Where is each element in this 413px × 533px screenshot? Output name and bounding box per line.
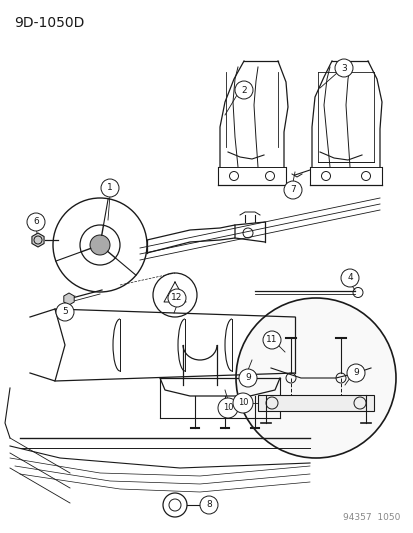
Text: 6: 6	[33, 217, 39, 227]
Text: 12: 12	[171, 294, 182, 303]
Text: 2: 2	[241, 85, 246, 94]
Text: 1: 1	[107, 183, 113, 192]
Circle shape	[235, 81, 252, 99]
Text: 4: 4	[347, 273, 352, 282]
Text: 3: 3	[340, 63, 346, 72]
Text: 7: 7	[290, 185, 295, 195]
Circle shape	[334, 59, 352, 77]
Text: 10: 10	[222, 403, 233, 413]
Text: 9: 9	[352, 368, 358, 377]
Text: 9: 9	[244, 374, 250, 383]
Circle shape	[218, 398, 237, 418]
Circle shape	[101, 179, 119, 197]
Circle shape	[56, 303, 74, 321]
Circle shape	[262, 331, 280, 349]
Text: 11: 11	[266, 335, 277, 344]
Circle shape	[199, 496, 218, 514]
Circle shape	[235, 298, 395, 458]
Circle shape	[340, 269, 358, 287]
Text: 8: 8	[206, 500, 211, 510]
Circle shape	[27, 213, 45, 231]
Circle shape	[233, 393, 252, 413]
Circle shape	[90, 235, 110, 255]
Circle shape	[238, 369, 256, 387]
Circle shape	[168, 289, 185, 307]
Text: 5: 5	[62, 308, 68, 317]
Bar	[257, 395, 373, 411]
Circle shape	[346, 364, 364, 382]
Circle shape	[283, 181, 301, 199]
Text: 94357  1050: 94357 1050	[342, 513, 399, 522]
Text: 10: 10	[237, 399, 248, 408]
Text: 9D-1050D: 9D-1050D	[14, 16, 84, 30]
